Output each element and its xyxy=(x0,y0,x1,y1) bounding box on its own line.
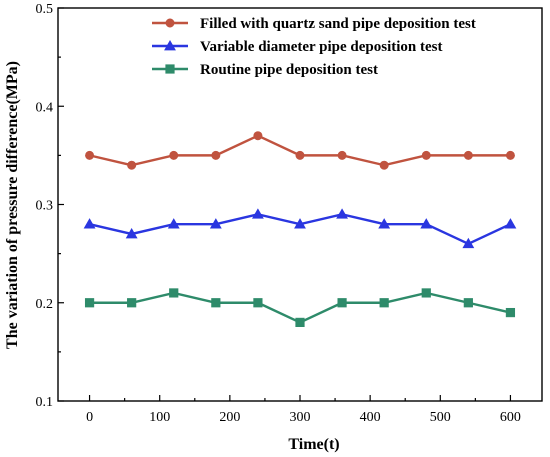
data-point xyxy=(127,160,137,170)
data-point xyxy=(462,237,475,249)
data-point xyxy=(84,298,95,308)
y-tick-label: 0.1 xyxy=(36,395,54,410)
data-point xyxy=(253,131,263,141)
data-point xyxy=(504,218,517,229)
x-tick-label: 0 xyxy=(86,410,93,425)
data-point xyxy=(336,208,349,219)
series-2 xyxy=(83,208,517,249)
data-point xyxy=(169,150,179,160)
data-point xyxy=(421,150,431,160)
data-point xyxy=(379,160,389,170)
legend-marker xyxy=(165,18,175,28)
data-point xyxy=(378,218,391,229)
x-tick-label: 100 xyxy=(149,410,170,425)
y-tick-label: 0.5 xyxy=(36,2,54,17)
data-point xyxy=(295,317,305,328)
x-tick-label: 600 xyxy=(500,410,521,425)
data-point xyxy=(505,307,516,318)
data-point xyxy=(379,298,389,308)
data-point xyxy=(253,298,263,308)
x-axis-title: Time(t) xyxy=(288,436,339,453)
data-point xyxy=(211,298,221,308)
legend-label: Filled with quartz sand pipe deposition … xyxy=(200,16,476,32)
data-point xyxy=(295,150,305,160)
data-point xyxy=(294,218,306,229)
x-tick-label: 500 xyxy=(430,410,451,425)
x-tick-label: 200 xyxy=(219,410,240,425)
legend-label: Routine pipe deposition test xyxy=(200,62,378,78)
data-point xyxy=(85,150,95,160)
series-3 xyxy=(84,288,516,328)
y-tick-label: 0.3 xyxy=(36,199,54,214)
series-line xyxy=(89,134,511,167)
series-layer xyxy=(83,131,517,328)
y-axis-title: The variation of pressure difference(MPa… xyxy=(4,61,21,349)
legend: Filled with quartz sand pipe deposition … xyxy=(152,16,476,78)
data-point xyxy=(167,218,180,229)
x-tick-label: 300 xyxy=(290,410,311,425)
data-point xyxy=(127,298,137,308)
legend-item: Variable diameter pipe deposition test xyxy=(152,39,443,55)
axes: 0.1 0.2 0.3 0.4 0.5 0 100 200 300 400 500 600 xyxy=(36,2,543,425)
data-point xyxy=(83,218,96,229)
data-point xyxy=(169,288,179,298)
x-tick-label: 400 xyxy=(360,410,381,425)
data-point xyxy=(421,288,431,298)
data-point xyxy=(211,150,221,160)
y-tick-label: 0.2 xyxy=(36,297,54,312)
data-point xyxy=(209,218,222,229)
data-point xyxy=(463,150,473,160)
data-point xyxy=(463,298,473,308)
series-1 xyxy=(85,131,515,170)
legend-item: Routine pipe deposition test xyxy=(152,62,378,78)
legend-marker xyxy=(164,39,176,51)
legend-label: Variable diameter pipe deposition test xyxy=(200,39,443,55)
data-point xyxy=(337,150,347,160)
data-point xyxy=(420,218,433,229)
data-point xyxy=(337,298,347,308)
data-point xyxy=(251,208,264,219)
data-point xyxy=(505,150,515,160)
legend-item: Filled with quartz sand pipe deposition … xyxy=(152,16,476,32)
legend-marker xyxy=(165,64,175,74)
data-point xyxy=(125,227,138,239)
y-tick-label: 0.4 xyxy=(36,100,54,115)
